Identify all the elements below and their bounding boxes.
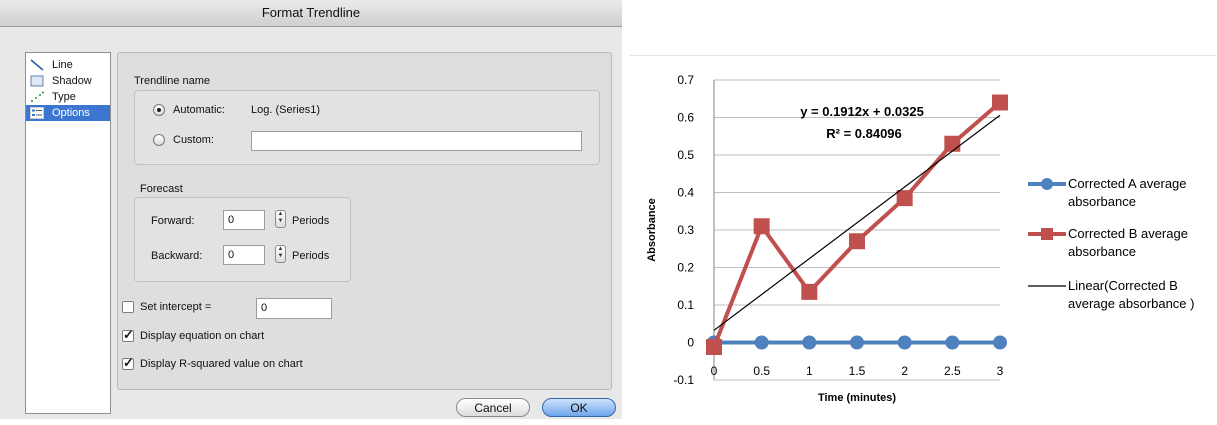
- custom-label: Custom:: [173, 134, 214, 146]
- series-1-point: [850, 335, 864, 350]
- sidebar-item-label: Shadow: [52, 75, 92, 87]
- automatic-value: Log. (Series1): [251, 104, 321, 116]
- series-2-point: [896, 190, 913, 207]
- legend-label: absorbance: [1068, 194, 1136, 209]
- display-equation-label: Display equation on chart: [140, 330, 265, 342]
- y-tick-label: 0.3: [677, 223, 694, 237]
- format-trendline-dialog: Format Trendline Line Shadow Type Option: [0, 0, 622, 419]
- y-tick-label: 0: [687, 336, 694, 350]
- set-intercept-checkbox[interactable]: [122, 301, 134, 313]
- legend-label: average absorbance ): [1068, 296, 1194, 311]
- legend-item: Corrected B average absorbance: [1028, 226, 1188, 259]
- y-tick-label: 0.5: [677, 148, 694, 162]
- legend-item: Corrected A average absorbance: [1028, 176, 1187, 209]
- sidebar-item-label: Line: [52, 59, 73, 71]
- series-1-point: [993, 335, 1007, 350]
- x-tick-label: 0.5: [753, 364, 770, 378]
- dialog-title: Format Trendline: [0, 0, 622, 27]
- legend-label: Corrected A average: [1068, 176, 1187, 191]
- trendline: [713, 114, 1001, 331]
- x-tick-label: 1: [806, 364, 813, 378]
- custom-radio[interactable]: [153, 134, 165, 146]
- y-tick-label: 0.1: [677, 298, 694, 312]
- x-tick-label: 3: [997, 364, 1004, 378]
- custom-name-input[interactable]: [251, 131, 582, 151]
- display-r2-label: Display R-squared value on chart: [140, 358, 303, 370]
- series-2-point: [992, 94, 1008, 111]
- backward-label: Backward:: [151, 250, 203, 262]
- display-equation-checkbox[interactable]: [122, 327, 134, 343]
- y-tick-label: 0.4: [677, 186, 694, 200]
- line-icon: [30, 59, 44, 71]
- trendline-name-group: Automatic: Log. (Series1) Custom:: [134, 90, 600, 165]
- legend-marker: [1041, 228, 1053, 240]
- legend-label: absorbance: [1068, 244, 1136, 259]
- x-tick-label: 1.5: [849, 364, 866, 378]
- x-tick-label: 2: [901, 364, 908, 378]
- x-axis-label: Time (minutes): [818, 392, 896, 404]
- y-tick-label: 0.6: [677, 111, 694, 125]
- sidebar-item-label: Type: [52, 91, 76, 103]
- forecast-group-label: Forecast: [140, 183, 183, 195]
- display-r2-checkbox[interactable]: [122, 355, 134, 371]
- legend-marker: [1041, 178, 1053, 190]
- series-2-point: [706, 339, 722, 355]
- sidebar-item-shadow[interactable]: Shadow: [26, 73, 110, 89]
- cancel-button[interactable]: Cancel: [456, 398, 530, 417]
- set-intercept-label: Set intercept =: [140, 301, 212, 313]
- y-tick-label: -0.1: [673, 373, 694, 387]
- series-1-point: [802, 335, 817, 350]
- forward-input[interactable]: 0: [223, 210, 265, 230]
- backward-periods-label: Periods: [292, 250, 330, 262]
- type-icon: [30, 91, 44, 103]
- series-1-point: [897, 335, 912, 350]
- ok-button[interactable]: OK: [542, 398, 616, 417]
- series-2-point: [944, 135, 961, 152]
- series-2-point: [801, 283, 818, 300]
- automatic-radio[interactable]: [153, 104, 165, 116]
- y-axis-label: Absorbance: [646, 198, 658, 262]
- chart-area: -0.1 0 0.1 0.2 0.3 0.4 0.5 0.6 0.7 0 0.5 1 1.5 2 2.5 3 …: [630, 55, 1217, 420]
- backward-stepper[interactable]: ▲ ▼: [275, 245, 286, 263]
- sidebar-item-options[interactable]: Options: [26, 105, 110, 121]
- y-tick-label: 0.2: [677, 261, 694, 275]
- forward-periods-label: Periods: [292, 215, 330, 227]
- series-1-point: [754, 335, 769, 350]
- x-tick-label: 0: [711, 364, 718, 378]
- forward-stepper[interactable]: ▲ ▼: [275, 210, 286, 228]
- backward-input[interactable]: 0: [223, 245, 265, 265]
- legend-item: Linear(Corrected B average absorbance ): [1028, 278, 1194, 311]
- shadow-icon: [30, 75, 44, 87]
- options-panel: Trendline name Automatic: Log. (Series1)…: [117, 52, 612, 390]
- sidebar-item-line[interactable]: Line: [26, 57, 110, 73]
- series-1-point: [945, 335, 960, 350]
- automatic-label: Automatic:: [173, 104, 225, 116]
- legend-label: Linear(Corrected B: [1068, 278, 1178, 293]
- forecast-group: Forward: 0 ▲ ▼ Periods Backward: 0 ▲ ▼ Per…: [134, 197, 351, 282]
- sidebar-item-type[interactable]: Type: [26, 89, 110, 105]
- series-2-point: [753, 218, 770, 235]
- series-2-point: [849, 233, 865, 250]
- sidebar-item-label: Options: [52, 107, 90, 119]
- x-tick-label: 2.5: [944, 364, 961, 378]
- sidebar: Line Shadow Type Options: [25, 52, 111, 414]
- forward-label: Forward:: [151, 215, 195, 227]
- absorbance-chart: -0.100.10.20.30.40.50.60.70 0.5 1 1.5 2 2.5 3 …: [646, 73, 1194, 404]
- trendline-name-group-label: Trendline name: [134, 75, 211, 87]
- legend-label: Corrected B average: [1068, 226, 1188, 241]
- y-tick-label: 0.7: [677, 73, 694, 87]
- r-squared-label: R² = 0.84096: [826, 126, 902, 141]
- intercept-input[interactable]: 0: [256, 298, 332, 319]
- trendline-equation: y = 0.1912x + 0.0325: [800, 104, 924, 119]
- options-icon: [30, 107, 44, 119]
